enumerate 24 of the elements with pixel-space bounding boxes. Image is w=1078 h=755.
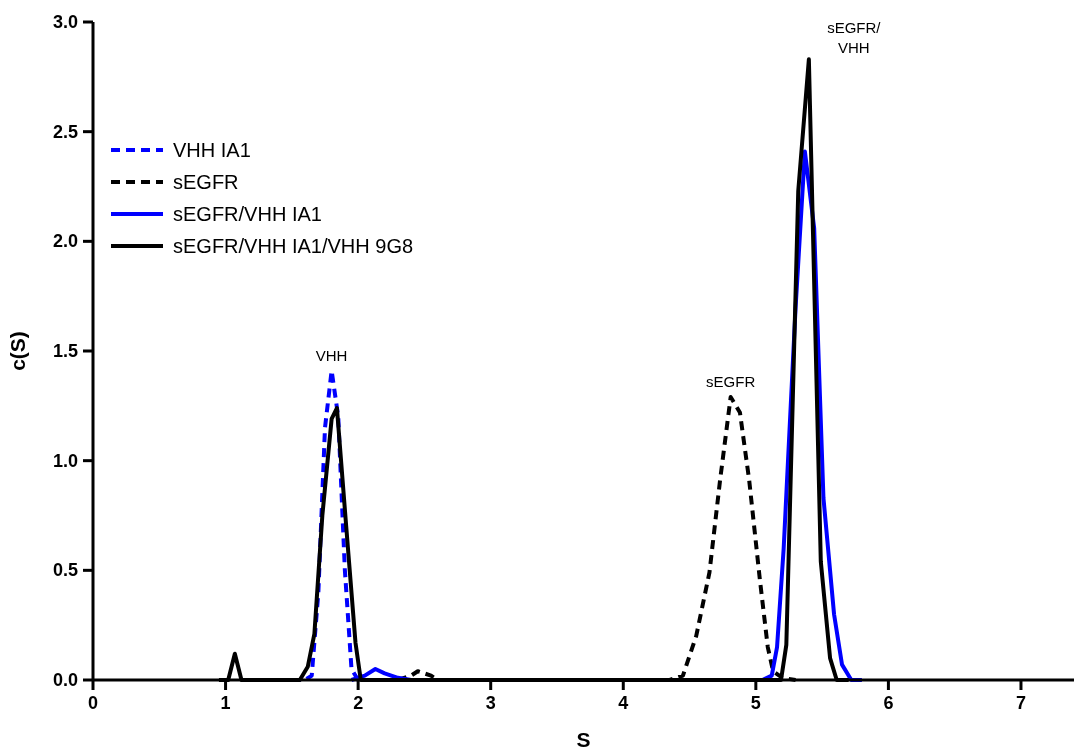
x-tick-label: 0 [87, 693, 99, 713]
legend-label: sEGFR [173, 171, 239, 193]
y-tick-label: 0.0 [52, 670, 78, 690]
x-tick-label: 5 [750, 693, 761, 713]
y-tick-label: 2.5 [52, 121, 78, 142]
legend-label: sEGFR/VHH IA1 [173, 203, 322, 225]
x-tick-label: 2 [353, 693, 364, 713]
y-tick-label: 1.5 [52, 341, 78, 361]
y-tick-label: 0.5 [52, 560, 78, 581]
annotation: sEGFR [706, 373, 756, 391]
x-tick-label: 6 [883, 693, 894, 713]
annotation: VHH [315, 346, 348, 364]
y-tick-label: 3.0 [52, 12, 78, 32]
y-axis-title: c(S) [6, 331, 29, 371]
x-tick-label: 1 [220, 693, 231, 713]
y-tick-label: 2.0 [52, 231, 78, 252]
legend-label: VHH IA1 [173, 139, 251, 161]
y-tick-label: 1.0 [52, 450, 78, 471]
annotation: sEGFR/ VHH [827, 19, 882, 57]
x-tick-label: 3 [485, 693, 496, 713]
x-tick-label: 4 [618, 693, 629, 713]
x-axis-title: S [576, 728, 591, 751]
legend-label: sEGFR/VHH IA1/VHH 9G8 [173, 235, 414, 257]
x-tick-label: 7 [1015, 693, 1026, 713]
